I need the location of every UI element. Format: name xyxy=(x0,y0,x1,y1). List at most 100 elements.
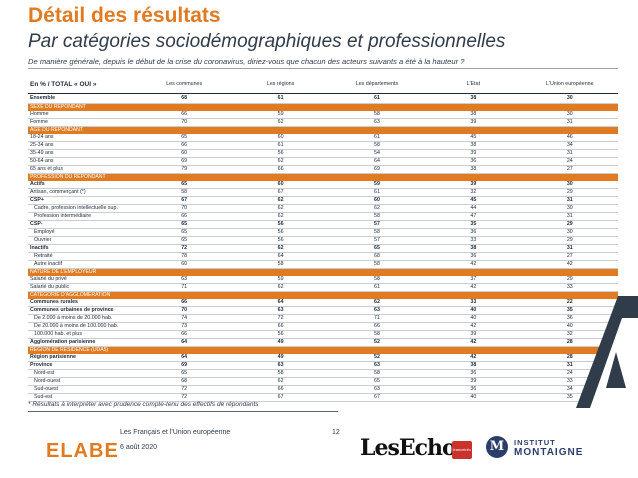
cell-value: 65 xyxy=(328,377,426,386)
footer-date: 6 août 2020 xyxy=(120,444,157,451)
cell-value: 35 xyxy=(425,220,522,229)
cell-value: 42 xyxy=(425,354,522,362)
cell-value: 64 xyxy=(232,252,329,261)
cell-value: 38 xyxy=(425,244,522,253)
cell-value: 58 xyxy=(328,141,426,150)
cell-value: 33 xyxy=(521,377,618,386)
cell-value: 71 xyxy=(136,283,233,292)
cell-value: 49 xyxy=(232,338,329,347)
cell-value: 27 xyxy=(521,252,618,261)
franceinfo-logo: franceinfo xyxy=(452,441,472,459)
cell-value: 33 xyxy=(425,299,522,307)
cell-value: 45 xyxy=(425,134,522,142)
cell-value: 58 xyxy=(232,369,329,378)
cell-value: 42 xyxy=(425,283,522,292)
cell-value: 65 xyxy=(136,228,233,237)
section-header-row: PROFESSION DU REPONDANT xyxy=(28,173,618,181)
row-label: Sud-est xyxy=(28,393,136,402)
cell-value: 36 xyxy=(521,314,618,323)
cell-value: 31 xyxy=(521,361,618,370)
cell-value: 58 xyxy=(232,260,329,269)
cell-value: 42 xyxy=(425,338,522,347)
row-label: Nord-est xyxy=(28,369,136,378)
cell-value: 72 xyxy=(136,244,233,253)
cell-value: 29 xyxy=(521,188,618,197)
cell-value: 34 xyxy=(521,141,618,150)
row-label: Agglomération parisienne xyxy=(28,338,136,347)
table-row: Autre inactif 60 58 58 42 42 xyxy=(28,260,618,269)
row-label: Femme xyxy=(28,118,136,127)
cell-value: 66 xyxy=(136,111,233,119)
page-subtitle: Par catégories sociodémographiques et pr… xyxy=(28,31,506,52)
row-label: Retraité xyxy=(28,252,136,261)
cell-value: 38 xyxy=(425,111,522,119)
row-label: Province xyxy=(28,361,136,370)
row-label: Communes urbaines de province xyxy=(28,306,136,315)
cell-value: 62 xyxy=(232,377,329,386)
table-body: Ensemble 68 61 61 38 30 SEXE DU REPONDANT Homme… xyxy=(28,93,618,402)
column-header: L'Union européenne xyxy=(521,75,618,94)
cell-value: 65 xyxy=(136,220,233,229)
cell-value: 67 xyxy=(328,393,426,402)
cell-value: 67 xyxy=(232,393,329,402)
cell-value: 63 xyxy=(232,306,329,315)
cell-value: 28 xyxy=(521,354,618,362)
page-title: Détail des résultats xyxy=(28,4,221,27)
cell-value: 64 xyxy=(136,338,233,347)
institut-montaigne-logo-line1: INSTITUT xyxy=(514,438,556,447)
table-header-row: En % / TOTAL « OUI » Les communes Les ré… xyxy=(28,75,618,94)
table-row: Province 69 63 63 38 31 xyxy=(28,361,618,370)
row-label: Nord-ouest xyxy=(28,377,136,386)
cell-value: 37 xyxy=(425,276,522,284)
results-table: En % / TOTAL « OUI » Les communes Les ré… xyxy=(28,75,618,402)
cell-value: 40 xyxy=(425,393,522,402)
column-header: L'Etat xyxy=(425,75,522,94)
cell-value: 58 xyxy=(328,228,426,237)
institut-montaigne-logo-line2: MONTAIGNE xyxy=(514,447,584,458)
cell-value: 39 xyxy=(425,181,522,189)
cell-value: 58 xyxy=(328,330,426,339)
table-row: Artisan, commerçant (*) 58 67 61 32 29 xyxy=(28,188,618,197)
table-row: Région parisienne 64 49 52 42 28 xyxy=(28,354,618,362)
cell-value: 70 xyxy=(136,306,233,315)
cell-value: 59 xyxy=(232,111,329,119)
cell-value: 45 xyxy=(425,196,522,205)
cell-value: 30 xyxy=(521,93,618,104)
cell-value: 65 xyxy=(136,369,233,378)
cell-value: 58 xyxy=(328,111,426,119)
cell-value: 64 xyxy=(328,157,426,166)
cell-value: 30 xyxy=(521,181,618,189)
table-row: 100.000 hab. et plus 66 56 58 39 32 xyxy=(28,330,618,339)
row-label: 35-49 ans xyxy=(28,149,136,158)
cell-value: 56 xyxy=(232,228,329,237)
table-row: Retraité 78 64 68 36 27 xyxy=(28,252,618,261)
table-row: Communes urbaines de province 70 63 63 40 35 xyxy=(28,306,618,315)
section-label: PROFESSION DU REPONDANT xyxy=(28,173,618,181)
cell-value: 57 xyxy=(328,236,426,245)
cell-value: 63 xyxy=(328,306,426,315)
cell-value: 65 xyxy=(136,181,233,189)
cell-value: 61 xyxy=(232,141,329,150)
cell-value: 61 xyxy=(328,188,426,197)
cell-value: 61 xyxy=(328,283,426,292)
cell-value: 56 xyxy=(232,236,329,245)
footer-survey-title: Les Français et l'Union européenne xyxy=(120,429,231,436)
cell-value: 60 xyxy=(136,260,233,269)
row-label: Homme xyxy=(28,111,136,119)
cell-value: 69 xyxy=(136,361,233,370)
section-label: NATURE DE L'EMPLOYEUR xyxy=(28,268,618,276)
cell-value: 78 xyxy=(136,252,233,261)
cell-value: 56 xyxy=(232,220,329,229)
cell-value: 61 xyxy=(328,93,426,104)
cell-value: 62 xyxy=(232,212,329,221)
cell-value: 39 xyxy=(425,118,522,127)
table-row: Salarié du privé 63 59 58 37 29 xyxy=(28,276,618,284)
cell-value: 34 xyxy=(521,385,618,394)
cell-value: 36 xyxy=(425,369,522,378)
cell-value: 65 xyxy=(328,244,426,253)
cell-value: 61 xyxy=(328,134,426,142)
cell-value: 56 xyxy=(232,149,329,158)
row-label: 50-64 ans xyxy=(28,157,136,166)
cell-value: 42 xyxy=(425,322,522,331)
table-row: CSP- 65 56 57 35 29 xyxy=(28,220,618,229)
